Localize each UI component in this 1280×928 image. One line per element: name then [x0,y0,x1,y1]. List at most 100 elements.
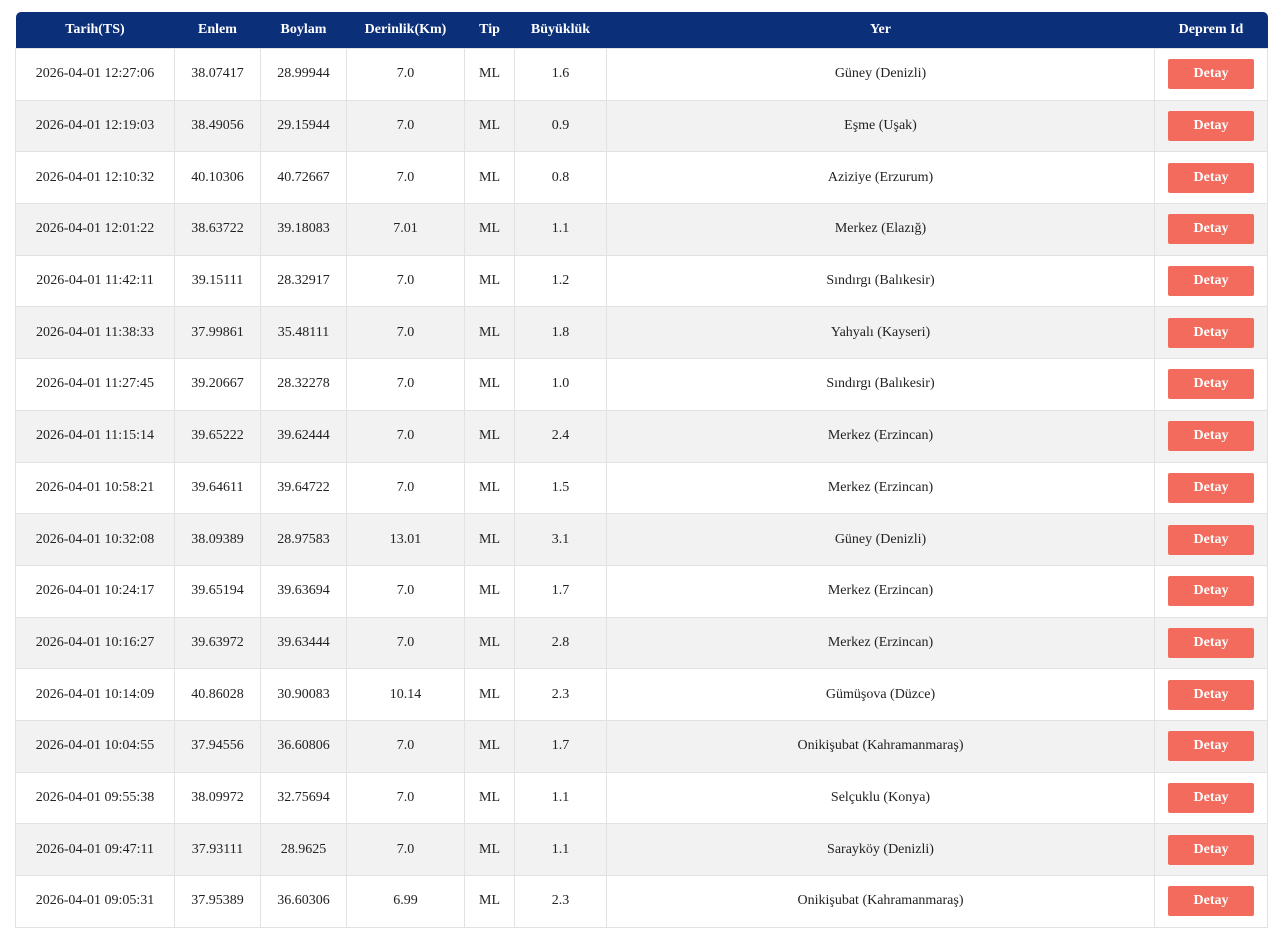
date-cell: 2026-04-01 09:47:11 [15,823,175,876]
depth-cell: 7.0 [346,254,465,308]
magnitude-cell: 2.8 [514,616,607,670]
type-cell: ML [464,461,515,515]
type-cell: ML [464,823,515,876]
location-cell: Merkez (Erzincan) [606,409,1155,463]
latitude-cell: 38.07417 [174,48,261,101]
type-cell: ML [464,151,515,205]
detail-button[interactable]: Detay [1168,162,1254,193]
detail-button[interactable]: Detay [1168,731,1254,762]
magnitude-cell: 1.1 [514,771,607,825]
magnitude-cell: 1.0 [514,358,607,411]
detail-button[interactable]: Detay [1168,679,1254,710]
depth-cell: 7.0 [346,461,465,515]
longitude-cell: 39.62444 [260,409,347,463]
detail-button[interactable]: Detay [1168,369,1254,400]
latitude-cell: 40.10306 [174,151,261,205]
location-cell: Güney (Denizli) [606,48,1155,101]
latitude-cell: 38.49056 [174,99,261,153]
table-container: Tarih(TS) Enlem Boylam Derinlik(Km) Tip Büyük… [15,12,1268,928]
location-cell: Gümüşova (Düzce) [606,668,1155,721]
detail-button[interactable]: Detay [1168,317,1254,348]
column-header: Deprem Id [1154,12,1268,49]
detail-button[interactable]: Detay [1168,576,1254,607]
action-cell: Detay [1154,409,1268,463]
type-cell: ML [464,668,515,721]
depth-cell: 7.0 [346,719,465,773]
date-cell: 2026-04-01 10:32:08 [15,513,175,566]
detail-button[interactable]: Detay [1168,627,1254,658]
magnitude-cell: 0.8 [514,151,607,205]
table-row: 2026-04-01 11:15:14 39.65222 39.62444 7.0 ML… [15,409,1268,463]
detail-button[interactable]: Detay [1168,111,1254,142]
detail-button[interactable]: Detay [1168,834,1254,865]
detail-button[interactable]: Detay [1168,524,1254,555]
date-cell: 2026-04-01 11:27:45 [15,358,175,411]
column-header: Boylam [260,12,347,49]
action-cell: Detay [1154,306,1268,360]
date-cell: 2026-04-01 12:19:03 [15,99,175,153]
date-cell: 2026-04-01 11:42:11 [15,254,175,308]
latitude-cell: 39.65222 [174,409,261,463]
magnitude-cell: 1.5 [514,461,607,515]
table-row: 2026-04-01 10:24:17 39.65194 39.63694 7.0 ML… [15,564,1268,618]
latitude-cell: 39.20667 [174,358,261,411]
type-cell: ML [464,513,515,566]
detail-button[interactable]: Detay [1168,266,1254,297]
action-cell: Detay [1154,719,1268,773]
column-header: Tarih(TS) [15,12,175,49]
type-cell: ML [464,616,515,670]
type-cell: ML [464,99,515,153]
type-cell: ML [464,358,515,411]
depth-cell: 7.0 [346,48,465,101]
location-cell: Merkez (Erzincan) [606,564,1155,618]
depth-cell: 7.0 [346,823,465,876]
detail-button[interactable]: Detay [1168,782,1254,813]
magnitude-cell: 1.7 [514,564,607,618]
detail-button[interactable]: Detay [1168,421,1254,452]
action-cell: Detay [1154,48,1268,101]
detail-button[interactable]: Detay [1168,214,1254,245]
depth-cell: 7.0 [346,358,465,411]
table-row: 2026-04-01 10:04:55 37.94556 36.60806 7.0 ML… [15,719,1268,773]
table-row: 2026-04-01 11:27:45 39.20667 28.32278 7.0 ML… [15,358,1268,411]
date-cell: 2026-04-01 10:04:55 [15,719,175,773]
depth-cell: 7.0 [346,616,465,670]
table-row: 2026-04-01 10:14:09 40.86028 30.90083 10.14… [15,668,1268,721]
action-cell: Detay [1154,564,1268,618]
latitude-cell: 38.63722 [174,203,261,256]
longitude-cell: 39.64722 [260,461,347,515]
depth-cell: 7.0 [346,771,465,825]
action-cell: Detay [1154,513,1268,566]
location-cell: Sındırgı (Balıkesir) [606,358,1155,411]
detail-button[interactable]: Detay [1168,472,1254,503]
depth-cell: 7.0 [346,99,465,153]
depth-cell: 6.99 [346,875,465,928]
type-cell: ML [464,203,515,256]
table-row: 2026-04-01 10:16:27 39.63972 39.63444 7.0 ML… [15,616,1268,670]
detail-button[interactable]: Detay [1168,886,1254,917]
longitude-cell: 36.60306 [260,875,347,928]
location-cell: Aziziye (Erzurum) [606,151,1155,205]
magnitude-cell: 1.2 [514,254,607,308]
action-cell: Detay [1154,875,1268,928]
header-row: Tarih(TS) Enlem Boylam Derinlik(Km) Tip Büyük… [15,12,1268,49]
longitude-cell: 39.63444 [260,616,347,670]
depth-cell: 7.01 [346,203,465,256]
detail-button[interactable]: Detay [1168,59,1254,90]
type-cell: ML [464,875,515,928]
latitude-cell: 37.99861 [174,306,261,360]
magnitude-cell: 1.1 [514,203,607,256]
action-cell: Detay [1154,203,1268,256]
depth-cell: 10.14 [346,668,465,721]
magnitude-cell: 3.1 [514,513,607,566]
location-cell: Onikişubat (Kahramanmaraş) [606,875,1155,928]
longitude-cell: 30.90083 [260,668,347,721]
latitude-cell: 37.94556 [174,719,261,773]
latitude-cell: 38.09972 [174,771,261,825]
latitude-cell: 39.65194 [174,564,261,618]
table-header: Tarih(TS) Enlem Boylam Derinlik(Km) Tip Büyük… [15,12,1268,49]
action-cell: Detay [1154,668,1268,721]
table-body: 2026-04-01 12:27:06 38.07417 28.99944 7.0 ML… [15,48,1268,928]
action-cell: Detay [1154,461,1268,515]
longitude-cell: 28.32917 [260,254,347,308]
